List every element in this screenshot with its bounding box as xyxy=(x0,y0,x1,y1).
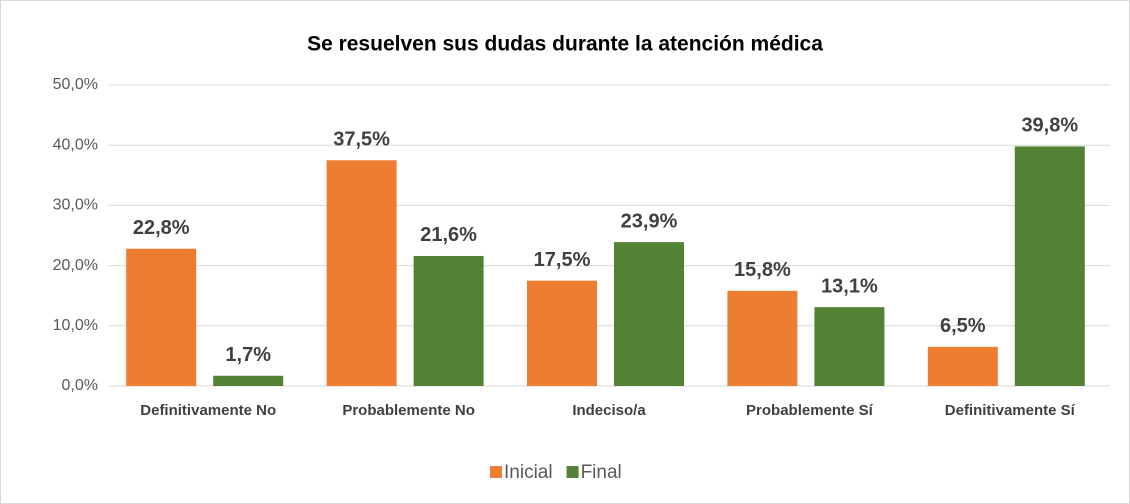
data-label: 37,5% xyxy=(333,129,390,151)
y-tick-label: 40,0% xyxy=(53,136,98,153)
x-tick-label: Probablemente Sí xyxy=(746,402,874,419)
data-label: 39,8% xyxy=(1021,115,1078,137)
legend-label: Inicial xyxy=(504,462,553,483)
bar xyxy=(413,255,484,386)
y-tick-label: 0,0% xyxy=(62,377,98,394)
data-label: 21,6% xyxy=(420,224,477,246)
data-label: 23,9% xyxy=(621,210,678,232)
data-label: 6,5% xyxy=(940,315,986,337)
bar xyxy=(927,346,998,386)
bar xyxy=(213,375,284,386)
data-label: 17,5% xyxy=(534,249,591,271)
bar xyxy=(727,290,798,386)
x-tick-label: Definitivamente No xyxy=(140,402,276,419)
bar xyxy=(527,280,597,386)
y-tick-label: 50,0% xyxy=(53,76,98,93)
y-tick-label: 10,0% xyxy=(53,317,98,334)
bar xyxy=(814,307,885,386)
legend-swatch xyxy=(490,466,502,478)
data-label: 1,7% xyxy=(225,344,271,366)
bar xyxy=(326,160,397,386)
y-tick-label: 30,0% xyxy=(53,197,98,214)
x-tick-label: Indeciso/a xyxy=(572,402,646,419)
legend-swatch xyxy=(566,466,579,478)
chart-title: Se resuelven sus dudas durante la atenci… xyxy=(307,33,823,56)
y-tick-label: 20,0% xyxy=(53,257,98,274)
x-tick-label: Probablemente No xyxy=(342,402,475,419)
data-label: 15,8% xyxy=(734,259,791,281)
x-tick-label: Definitivamente Sí xyxy=(945,402,1076,419)
legend-label: Final xyxy=(581,462,622,483)
bar xyxy=(1014,146,1085,386)
bar xyxy=(614,242,684,386)
data-label: 22,8% xyxy=(133,217,190,239)
bar xyxy=(126,248,197,386)
data-label: 13,1% xyxy=(821,275,878,297)
